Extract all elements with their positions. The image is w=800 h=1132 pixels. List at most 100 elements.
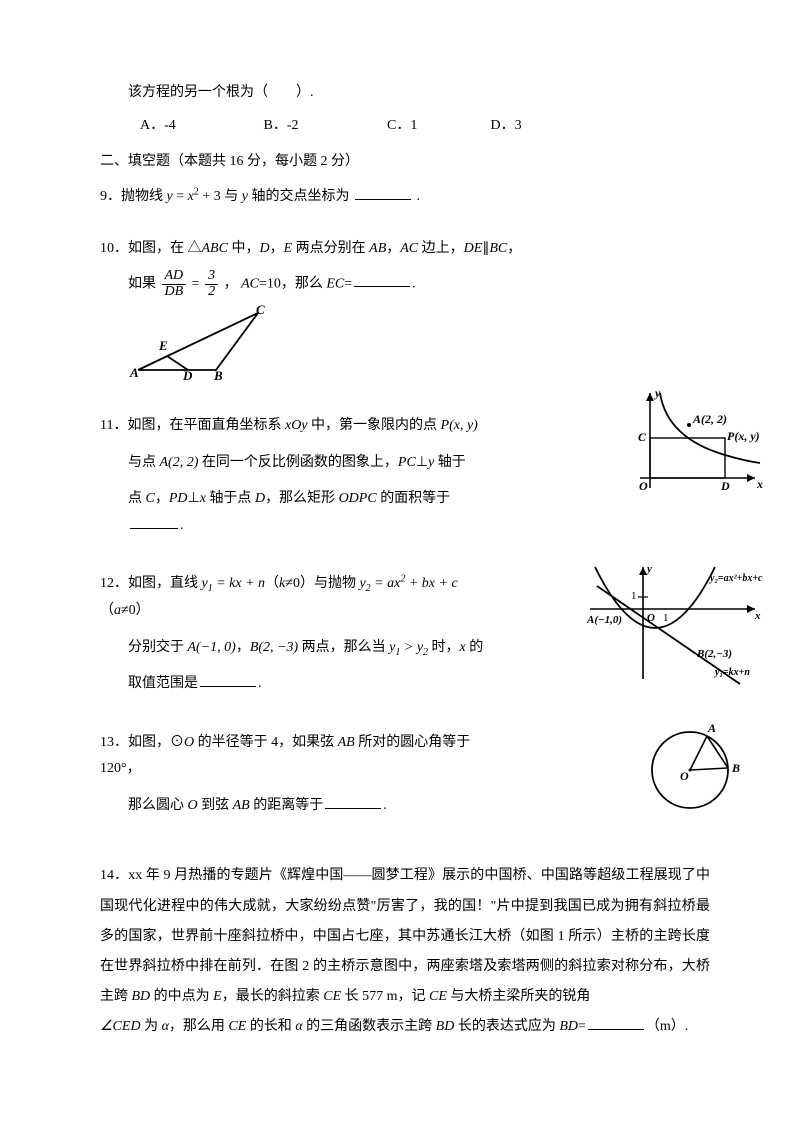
question-9: 9．抛物线 y = x2 + 3 与 y 轴的交点坐标为 . [100,184,710,211]
E: E [284,241,293,256]
t: 的长和 [246,1019,295,1034]
t: 如果 [128,276,160,291]
blank [355,185,411,200]
text: 与 [224,189,242,204]
svg-text:P(x, y): P(x, y) [727,429,760,443]
alpha2: α [295,1019,302,1034]
t: 那么圆心 [128,798,188,813]
t: 14．xx 年 9 月热播的专题片《辉煌中国——圆梦工程》展示的中国桥、中国路等… [100,868,710,1003]
comma: ， [507,241,521,256]
blank [200,672,256,687]
unit: （m）. [646,1019,688,1034]
svg-text:A(2, 2): A(2, 2) [692,412,727,426]
svg-text:A: A [707,721,716,735]
svg-text:x: x [756,477,763,491]
t: ，最长的斜拉索 [222,989,324,1004]
svg-text:B(2,−3): B(2,−3) [696,648,732,660]
svg-text:E: E [158,338,168,353]
question-prev-tail: 该方程的另一个根为（ ）. [100,80,710,107]
c: ， [155,491,169,506]
svg-text:x: x [754,610,761,622]
text: 该方程的另一个根为（ ）. [128,85,314,100]
svg-text:D: D [182,368,193,380]
t: 长 577 m，记 [341,989,429,1004]
blank [354,272,410,287]
AB: AB [233,798,250,813]
ang: ∠CED [100,1019,141,1034]
t: 的距离等于 [250,798,324,813]
figure-circle: O A B [640,720,750,826]
figure-hyperbola: O C D y x A(2, 2) P(x, y) [605,383,770,509]
svg-text:A: A [129,365,139,380]
choice-d: D．3 [491,113,571,140]
question-10: 10．如图，在 △ABC 中，D，E 两点分别在 AB，AC 边上，DE∥BC，… [100,236,710,391]
CE3: CE [228,1019,246,1034]
C: C [146,491,155,506]
choice-c: C．1 [387,113,487,140]
text: 二、填空题（本题共 16 分，每小题 2 分） [100,154,359,169]
CE2: CE [429,989,447,1004]
t: 轴于 [434,455,466,470]
t: 的 [466,640,484,655]
AC: AC [241,276,259,291]
t: （ [265,576,279,591]
t: 与点 [128,455,160,470]
Pxy: P(x, y) [441,418,478,433]
svg-text:O: O [680,769,689,783]
figure-parabola-line: O 1 1 A(−1,0) B(2,−3) y x y₂=ax²+bx+c y₁… [585,559,770,700]
t: 时， [428,640,460,655]
AB: AB [369,241,386,256]
y1: y1 = kx + n [202,576,266,591]
ODPC: ODPC [339,491,377,506]
comma: ， [224,276,238,291]
O: O [184,735,194,750]
text: . [416,189,420,204]
svg-text:B: B [731,761,740,775]
text: 轴的交点坐标为 [251,189,349,204]
end: . [412,276,416,291]
t: 为 [141,1019,162,1034]
gt: y1 > y2 [389,640,428,655]
t: 12．如图，直线 [100,576,202,591]
DE: DE [464,241,483,256]
question-prev-choices: A．-4 B．-2 C．1 D．3 [100,113,710,140]
choice-a: A．-4 [140,113,260,140]
eq: = [578,1019,586,1034]
AC: AC [400,241,418,256]
t: 中，第一象限内的点 [308,418,441,433]
t: 中， [228,241,260,256]
AB: AB [338,735,355,750]
expr-y: y [167,189,173,204]
svg-text:1: 1 [663,612,669,624]
c: ， [236,640,250,655]
t: ≠0） [121,603,150,618]
y2: y2 = ax2 + bx + c [359,576,457,591]
alpha: α [162,1019,169,1034]
svg-text:B: B [213,368,223,380]
t: 在同一个反比例函数的图象上， [198,455,398,470]
BD2: BD [436,1019,455,1034]
svg-text:O: O [639,479,648,493]
svg-text:C: C [256,305,265,317]
end: . [180,518,184,533]
frac-3-2: 3 2 [205,269,218,299]
y-var: y [242,189,248,204]
EC: EC [326,276,344,291]
abc: ABC [202,241,228,256]
perp: ⊥ [416,455,428,470]
t: 的中点为 [150,989,213,1004]
t: 两点分别在 [292,241,369,256]
BC: BC [489,241,507,256]
A22: A(2, 2) [160,455,199,470]
E: E [213,989,222,1004]
eq: = [192,276,203,291]
choice-b: B．-2 [264,113,384,140]
num: 3 [205,269,218,285]
t: 与大桥主梁所夹的锐角 [447,989,591,1004]
BD3: BD [559,1019,578,1034]
end: . [383,798,387,813]
blank [325,794,381,809]
figure-triangle: A D B E C [128,305,700,391]
t: ，那么用 [169,1019,229,1034]
svg-text:1: 1 [631,590,637,602]
